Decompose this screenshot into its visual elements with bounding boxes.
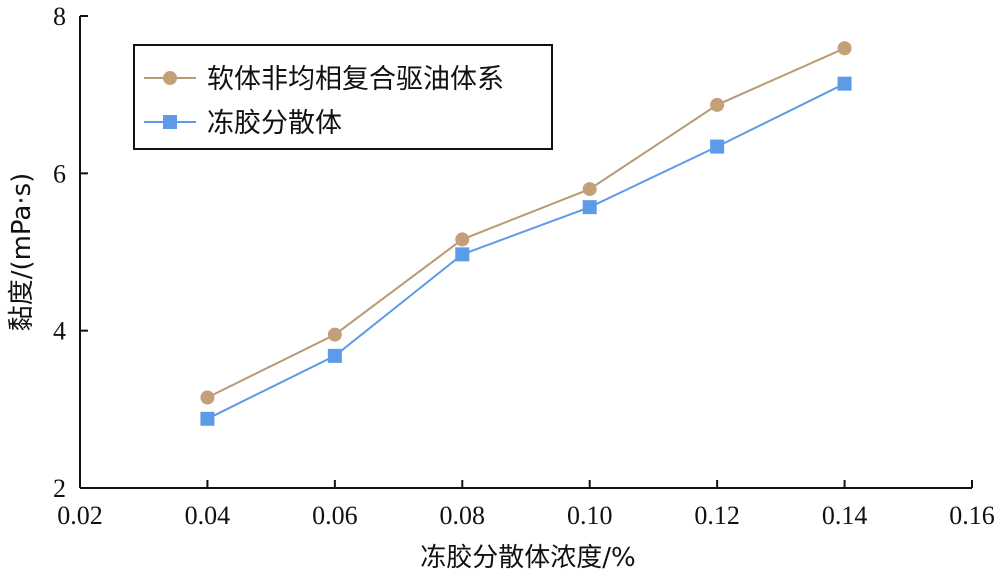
y-axis-title: 黏度/(mPa·s) (7, 173, 37, 332)
series-2 (200, 76, 852, 426)
y-tick-label: 2 (53, 474, 66, 503)
legend-marker-square (163, 115, 177, 129)
series-line (206, 47, 846, 399)
data-point (837, 76, 852, 91)
series-layer (200, 41, 852, 426)
data-point (837, 41, 852, 56)
data-point (327, 348, 342, 363)
x-tick-label: 0.10 (567, 501, 613, 530)
y-tick-label: 6 (53, 159, 66, 188)
legend: 软体非均相复合驱油体系 冻胶分散体 (133, 44, 553, 150)
x-axis-title: 冻胶分散体浓度/% (420, 543, 635, 573)
series-line (206, 82, 846, 420)
legend-label-series-2: 冻胶分散体 (207, 108, 342, 139)
axes (79, 16, 972, 489)
y-axis-ticks: 2 4 6 8 (53, 2, 88, 503)
data-point (327, 327, 342, 342)
x-tick-label: 0.14 (822, 501, 868, 530)
x-tick-label: 0.12 (694, 501, 740, 530)
x-tick-label: 0.02 (57, 501, 103, 530)
data-point (455, 247, 470, 262)
y-tick-label: 4 (53, 317, 66, 346)
legend-marker-circle (163, 71, 177, 85)
legend-label-series-1: 软体非均相复合驱油体系 (207, 64, 504, 95)
x-tick-label: 0.04 (185, 501, 231, 530)
legend-box (133, 44, 553, 150)
data-point (200, 411, 215, 426)
data-point (710, 139, 725, 154)
x-tick-label: 0.06 (312, 501, 358, 530)
data-point (455, 232, 470, 247)
x-axis-ticks: 0.02 0.04 0.06 0.08 0.10 0.12 0.14 0.16 (57, 480, 995, 530)
x-tick-label: 0.08 (440, 501, 486, 530)
x-tick-label: 0.16 (949, 501, 995, 530)
y-tick-label: 8 (53, 2, 66, 31)
data-point (710, 97, 725, 112)
data-point (200, 390, 215, 405)
series-1 (200, 41, 852, 405)
data-point (582, 182, 597, 197)
data-point (582, 200, 597, 215)
